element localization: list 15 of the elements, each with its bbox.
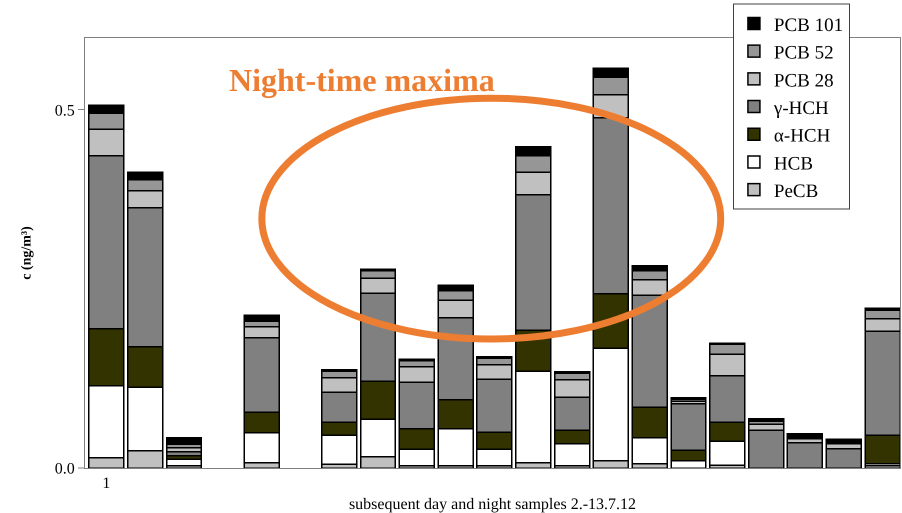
bar <box>166 437 202 446</box>
legend-label: PCB 101 <box>774 14 844 36</box>
y-tick-label: 0.0 <box>54 460 75 478</box>
x-axis-title: subsequent day and night samples 2.-13.7.12 <box>348 496 636 513</box>
x-tick-label: 1 <box>102 475 110 492</box>
legend-label: HCB <box>774 153 814 174</box>
legend-label: PeCB <box>774 181 818 202</box>
legend-label: PCB 52 <box>774 42 834 64</box>
bar <box>748 418 784 422</box>
annotation: Night-time maxima <box>229 62 495 99</box>
y-tick-label: 0.5 <box>54 102 75 120</box>
legend-label: PCB 28 <box>774 70 834 92</box>
legend-label: γ-HCH <box>772 98 830 119</box>
legend-label: α-HCH <box>774 126 831 147</box>
y-axis-title: c (ng/m³) <box>19 226 34 280</box>
